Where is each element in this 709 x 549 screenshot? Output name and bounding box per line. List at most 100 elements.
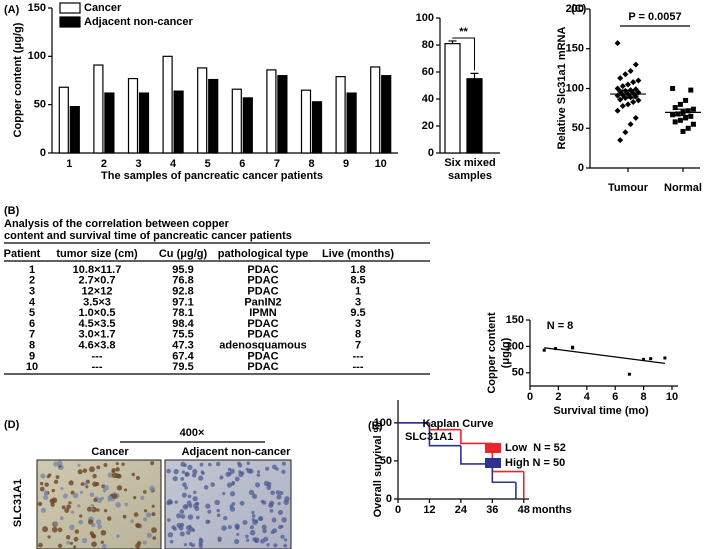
sem-bar — [620, 89, 636, 99]
nucleus — [198, 475, 204, 481]
nucleus — [174, 500, 178, 504]
table-cell: adenosquamous — [219, 340, 306, 352]
x-tick-label: Normal — [664, 182, 702, 194]
nucleus — [103, 508, 108, 513]
nucleus — [149, 485, 155, 492]
nucleus — [143, 509, 148, 513]
nucleus — [262, 528, 267, 534]
nucleus — [199, 462, 204, 467]
nucleus — [51, 488, 55, 493]
nucleus — [184, 486, 188, 490]
nucleus — [92, 481, 98, 487]
p-value: P = 0.0057 — [628, 11, 681, 23]
nucleus — [53, 479, 59, 484]
dot — [627, 121, 634, 128]
nucleus — [96, 508, 100, 512]
nucleus — [115, 467, 120, 472]
dot — [617, 75, 624, 82]
dot — [683, 97, 689, 103]
nucleus — [273, 543, 278, 548]
nucleus — [207, 462, 212, 467]
y-tick-label: 100 — [416, 12, 434, 24]
nucleus — [242, 520, 248, 526]
nucleus — [81, 537, 88, 544]
nucleus — [215, 461, 221, 467]
nucleus — [57, 527, 63, 533]
sem-bar — [675, 108, 691, 117]
nucleus — [86, 506, 92, 512]
x-tick-label: 4 — [584, 391, 591, 403]
x-tick-label: 2 — [555, 391, 561, 403]
bar — [58, 86, 69, 154]
y-tick-label: 50 — [572, 122, 584, 134]
nucleus — [186, 530, 191, 535]
nucleus — [283, 499, 289, 506]
nucleus — [222, 492, 226, 496]
table-header: tumor size (cm) — [56, 248, 138, 260]
table-cell: 78.1 — [172, 307, 193, 319]
x-tick-label: Six mixed samples — [444, 157, 496, 182]
nucleus — [73, 536, 79, 542]
nucleus — [97, 524, 102, 530]
nucleus — [271, 517, 277, 523]
dot — [683, 115, 689, 121]
dot — [688, 87, 694, 93]
table-cell: 7 — [355, 340, 361, 352]
nucleus — [171, 525, 176, 530]
table-cell: PDAC — [247, 329, 278, 341]
nucleus — [263, 480, 270, 487]
nucleus — [229, 491, 236, 497]
nucleus — [43, 490, 49, 495]
nucleus — [265, 466, 270, 471]
nucleus — [85, 485, 89, 489]
table-cell: 4.6×3.8 — [78, 340, 115, 352]
dot — [680, 128, 686, 134]
chart-title: Kaplan Curve — [423, 418, 494, 430]
table-cell: PanIN2 — [244, 296, 281, 308]
legend-swatch — [485, 458, 501, 468]
nucleus — [246, 461, 251, 466]
nucleus — [96, 465, 101, 470]
x-tick-label: 12 — [423, 504, 435, 516]
nucleus — [257, 470, 261, 474]
nucleus — [93, 497, 98, 503]
nucleus — [91, 541, 97, 548]
table-cell: 95.9 — [172, 264, 193, 276]
nucleus — [87, 519, 94, 525]
table-cell: --- — [92, 361, 103, 373]
y-axis-label: Copper content — [486, 312, 498, 394]
dot — [670, 112, 676, 118]
nucleus — [42, 526, 49, 533]
table-cell: 8.5 — [350, 275, 365, 287]
nucleus — [221, 525, 227, 531]
nucleus — [79, 514, 83, 518]
nucleus — [207, 509, 212, 514]
nucleus — [234, 476, 240, 482]
y-tick-label: 100 — [566, 82, 584, 94]
nucleus — [140, 495, 145, 500]
table-cell: 7 — [29, 329, 35, 341]
dot — [635, 97, 642, 104]
nucleus — [278, 525, 283, 530]
image-title: Adjacent non-cancer — [182, 446, 292, 458]
dot — [619, 83, 626, 90]
y-axis-label: Overall survival % — [372, 422, 384, 517]
table-cell: 3.5×3 — [83, 296, 111, 308]
dot — [622, 71, 629, 78]
y-tick-label: 20 — [422, 120, 434, 132]
error-bar — [470, 72, 479, 79]
nucleus — [261, 524, 267, 530]
dot — [635, 77, 642, 84]
bar — [173, 90, 184, 154]
x-tick-label: 1 — [66, 158, 72, 170]
nucleus — [55, 475, 60, 479]
nucleus — [68, 480, 74, 486]
table-cell: PDAC — [247, 286, 278, 298]
bar — [381, 75, 392, 154]
x-tick-label: 10 — [666, 391, 678, 403]
y-tick-label: 50 — [512, 367, 524, 379]
nucleus — [203, 485, 209, 490]
nucleus — [198, 543, 203, 549]
bar — [242, 97, 253, 154]
bar — [300, 89, 312, 154]
